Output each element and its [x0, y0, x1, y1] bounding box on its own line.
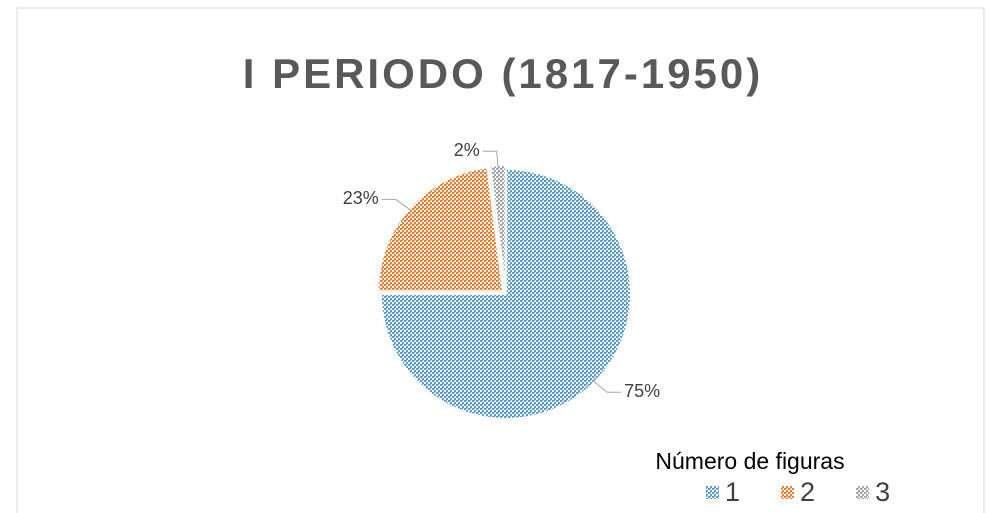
leader-line — [591, 379, 622, 393]
leader-line — [482, 150, 499, 170]
data-label: 2% — [454, 140, 480, 160]
legend-swatch — [781, 486, 795, 499]
legend-label: 3 — [875, 477, 890, 507]
data-label: 23% — [343, 188, 379, 208]
chart-frame — [16, 7, 985, 513]
leader-line — [381, 198, 413, 212]
legend-label: 2 — [800, 477, 815, 507]
chart-title: I PERIODO (1817-1950) — [243, 50, 764, 97]
legend-swatch — [856, 486, 870, 499]
legend-title: Número de figuras — [655, 448, 844, 474]
legend-swatch — [706, 486, 719, 499]
legend-label: 1 — [725, 477, 740, 507]
data-label: 75% — [624, 381, 660, 401]
